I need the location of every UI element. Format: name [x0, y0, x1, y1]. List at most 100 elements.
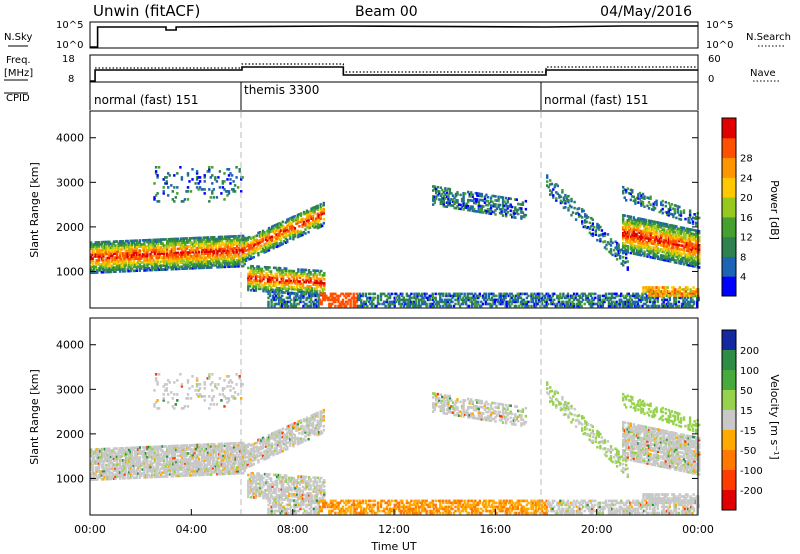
- power-cell: [257, 251, 260, 255]
- power-cell: [291, 287, 294, 291]
- power-cell: [181, 243, 184, 246]
- power-cell: [489, 298, 492, 302]
- power-cell: [138, 253, 141, 256]
- velocity-cell: [93, 472, 96, 475]
- power-cell: [226, 247, 230, 250]
- power-cell: [686, 292, 689, 295]
- power-cell: [313, 271, 317, 274]
- power-cell: [629, 296, 632, 300]
- power-cell: [275, 239, 278, 242]
- power-cell: [232, 237, 236, 240]
- power-cell: [214, 237, 217, 241]
- power-cell: [279, 274, 282, 278]
- power-cell: [183, 198, 187, 201]
- power-cell: [375, 304, 378, 308]
- power-cell: [484, 296, 488, 300]
- power-cell: [199, 266, 202, 270]
- velocity-cell: [105, 455, 108, 459]
- power-cell: [443, 302, 447, 306]
- power-cell: [289, 231, 292, 234]
- power-cell: [441, 198, 444, 202]
- power-cell: [140, 245, 143, 248]
- power-cell: [153, 246, 157, 250]
- power-cell: [603, 300, 606, 304]
- power-cell: [652, 226, 655, 229]
- power-cell: [295, 230, 298, 233]
- power-cell: [673, 208, 677, 211]
- power-cell: [470, 191, 473, 194]
- power-cell: [509, 300, 512, 304]
- power-cell: [619, 254, 622, 258]
- power-cell: [123, 257, 126, 261]
- power-cell: [196, 246, 199, 250]
- power-cell: [191, 263, 195, 266]
- power-cell: [687, 257, 690, 261]
- power-cell: [687, 247, 690, 251]
- power-cell: [473, 209, 476, 213]
- power-cell: [640, 196, 643, 199]
- power-cell: [261, 247, 265, 251]
- power-cell: [413, 296, 416, 300]
- power-cell: [361, 294, 364, 298]
- power-cell: [217, 245, 221, 249]
- power-cell: [94, 247, 97, 250]
- power-cell: [259, 269, 262, 273]
- power-cell: [179, 261, 183, 265]
- power-cell: [211, 192, 214, 195]
- power-cell: [450, 192, 453, 195]
- power-cell: [254, 281, 258, 284]
- power-cell: [293, 300, 296, 304]
- velocity-cell: [103, 475, 107, 479]
- power-cell: [690, 262, 693, 266]
- power-cell: [176, 239, 179, 243]
- power-cell: [253, 273, 256, 276]
- power-cell: [308, 222, 312, 225]
- power-cell: [247, 288, 250, 292]
- power-cell: [467, 206, 470, 210]
- power-cell: [143, 251, 146, 254]
- power-cell: [146, 238, 149, 242]
- power-cell: [96, 255, 99, 258]
- power-cell: [672, 232, 675, 236]
- power-cell: [431, 296, 434, 300]
- power-cell: [451, 194, 455, 197]
- power-cell: [214, 239, 217, 243]
- power-cell: [245, 255, 248, 258]
- power-cell: [285, 271, 288, 274]
- power-cell: [678, 243, 681, 247]
- power-cell: [695, 243, 698, 246]
- power-cell: [404, 298, 407, 302]
- power-cell: [678, 247, 681, 251]
- power-cell: [492, 300, 495, 304]
- power-cell: [478, 292, 481, 296]
- velocity-cell: [94, 460, 97, 463]
- power-cell: [232, 259, 236, 262]
- power-cell: [185, 247, 189, 250]
- power-cell: [443, 298, 447, 302]
- power-cell: [652, 228, 655, 231]
- power-cell: [638, 298, 641, 302]
- power-cell: [681, 260, 684, 264]
- power-cell: [693, 249, 696, 252]
- power-cell: [448, 298, 451, 302]
- power-cell: [640, 221, 643, 225]
- power-cell: [329, 302, 333, 306]
- power-cell: [520, 207, 523, 210]
- power-cell: [199, 244, 202, 248]
- power-cell: [395, 292, 398, 296]
- power-cell: [193, 238, 196, 242]
- power-cell: [103, 240, 107, 244]
- power-cell: [115, 258, 119, 261]
- power-cell: [690, 250, 693, 254]
- power-cell: [313, 220, 316, 223]
- power-cell: [640, 241, 643, 245]
- power-cell: [439, 202, 442, 206]
- power-cell: [115, 268, 119, 271]
- power-cell: [670, 252, 673, 255]
- power-cell: [472, 296, 475, 300]
- power-cell: [179, 247, 183, 251]
- power-cell: [146, 267, 149, 270]
- power-cell: [112, 256, 116, 259]
- power-cell: [147, 240, 151, 244]
- power-cell: [190, 263, 193, 266]
